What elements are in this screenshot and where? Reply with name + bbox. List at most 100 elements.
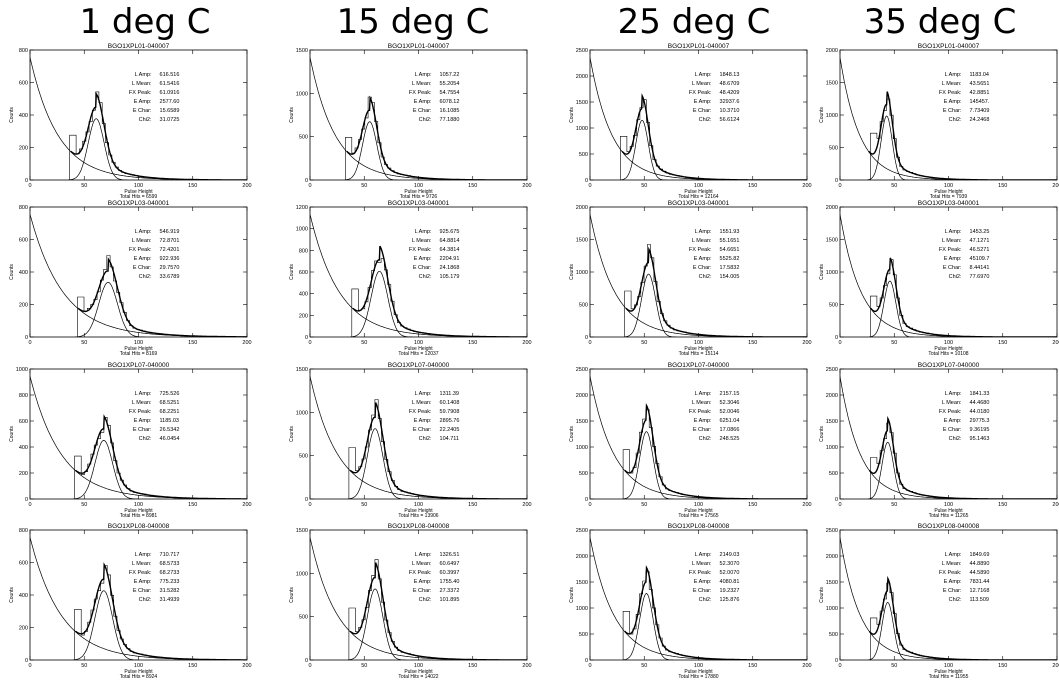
stat-value: 32937.6 (720, 99, 740, 105)
stat-label: E Amp: (694, 418, 712, 424)
chart-title: BGO1XPL03-040001 (388, 200, 450, 207)
stat-label: Chi2: (699, 436, 712, 442)
y-tick-label: 1000 (16, 367, 28, 373)
x-tick-label: 200 (522, 663, 531, 669)
stat-label: FX Peak: (939, 570, 962, 576)
stat-label: E Amp: (944, 256, 962, 262)
stat-value: 61.0916 (160, 90, 180, 96)
stat-value: 2149.03 (720, 552, 740, 558)
gaussian-fit-curve (867, 441, 911, 499)
stat-value: 6078.12 (440, 99, 460, 105)
chart-panel-10: BGO1XPL07-040000 0 50 100 150 200 0 500 1000 1500… (289, 362, 532, 519)
stat-value: 24.2468 (970, 117, 990, 123)
column-header-1: 1 deg C (79, 2, 211, 42)
plot-frame (29, 206, 248, 338)
stat-label: Chi2: (419, 597, 432, 603)
chart-panel-9: BGO1XPL07-040000 0 50 100 150 200 0 200 400 600 80… (9, 362, 252, 519)
stat-label: E Amp: (414, 256, 432, 262)
plot-frame (839, 206, 1058, 338)
total-hits-label: Total Hits = 17880 (678, 674, 718, 680)
chart-title: BGO1XPL03-040001 (668, 200, 730, 207)
y-tick-label: 1500 (576, 238, 588, 244)
stat-value: 925.675 (440, 229, 460, 235)
total-hits-label: Total Hits = 8981 (120, 513, 158, 519)
stat-value: 46.5271 (970, 247, 990, 253)
stat-value: 31.5282 (160, 588, 180, 594)
stat-value: 1848.13 (720, 72, 740, 78)
x-axis-label: Pulse Height (124, 189, 153, 195)
histogram-steps (620, 99, 807, 180)
total-hits-label: Total Hits = 17565 (678, 513, 718, 519)
column-header-4: 35 deg C (863, 2, 1017, 42)
x-axis-label: Pulse Height (934, 189, 963, 195)
stat-value: 44.5890 (970, 570, 990, 576)
y-axis-label: Counts (569, 107, 575, 123)
y-tick-label: 800 (19, 48, 28, 54)
chart-title: BGO1XPL01-040007 (388, 43, 450, 50)
x-tick-label: 0 (308, 663, 311, 669)
stat-value: 47.1271 (970, 238, 990, 244)
x-tick-label: 200 (802, 663, 811, 669)
x-tick-label: 100 (944, 502, 953, 508)
stat-value: 17.5832 (720, 265, 740, 271)
y-tick-label: 1500 (576, 419, 588, 425)
x-tick-label: 200 (242, 183, 251, 189)
gaussian-fit-curve (350, 270, 413, 337)
x-tick-label: 150 (468, 663, 477, 669)
plot-frame (839, 529, 1058, 661)
plot-frame (589, 49, 808, 181)
stat-value: 24.1868 (440, 265, 460, 271)
x-axis-label: Pulse Height (684, 346, 713, 352)
stat-value: 26.5342 (160, 427, 180, 433)
stat-label: L Amp: (695, 72, 712, 78)
gaussian-fit-curve (867, 602, 911, 660)
histogram-steps (69, 91, 247, 180)
histogram-steps (74, 565, 247, 660)
chart-title: BGO1XPL07-040000 (108, 362, 170, 369)
stat-value: 44.8890 (970, 561, 990, 567)
x-tick-label: 50 (361, 502, 367, 508)
stat-value: 2895.76 (440, 418, 460, 424)
x-tick-label: 0 (838, 340, 841, 346)
y-tick-label: 0 (305, 658, 308, 664)
x-tick-label: 150 (998, 663, 1007, 669)
y-tick-label: 0 (305, 497, 308, 503)
x-tick-label: 100 (414, 502, 423, 508)
stat-label: E Amp: (694, 579, 712, 585)
x-tick-label: 50 (81, 340, 87, 346)
stat-label: L Mean: (132, 400, 152, 406)
histogram-steps (74, 417, 247, 499)
x-tick-label: 0 (588, 502, 591, 508)
x-tick-label: 150 (188, 340, 197, 346)
x-tick-label: 0 (308, 340, 311, 346)
stat-value: 44.4680 (970, 400, 990, 406)
stat-value: 64.8814 (440, 238, 460, 244)
stat-label: E Char: (133, 108, 152, 114)
y-axis-label: Counts (819, 264, 825, 280)
stat-label: FX Peak: (409, 409, 432, 415)
stat-value: 72.8701 (160, 238, 180, 244)
x-tick-label: 100 (134, 502, 143, 508)
stat-label: E Char: (943, 588, 962, 594)
stat-value: 1453.25 (970, 229, 990, 235)
stat-value: 2157.15 (720, 391, 740, 397)
y-tick-label: 2000 (576, 205, 588, 211)
plot-frame (29, 529, 248, 661)
plot-frame (29, 368, 248, 500)
stat-label: L Mean: (412, 238, 432, 244)
chart-title: BGO1XPL07-040000 (388, 362, 450, 369)
x-tick-label: 0 (588, 183, 591, 189)
x-tick-label: 150 (998, 183, 1007, 189)
y-tick-label: 200 (19, 146, 28, 152)
y-tick-label: 0 (585, 335, 588, 341)
y-tick-label: 0 (305, 335, 308, 341)
x-tick-label: 50 (81, 183, 87, 189)
stat-value: 55.1651 (720, 238, 740, 244)
x-tick-label: 0 (28, 502, 31, 508)
y-tick-label: 400 (19, 593, 28, 599)
y-tick-label: 0 (835, 335, 838, 341)
y-axis-label: Counts (569, 426, 575, 442)
y-tick-label: 1000 (576, 445, 588, 451)
histogram-steps (348, 559, 527, 660)
y-tick-label: 1000 (826, 606, 838, 612)
